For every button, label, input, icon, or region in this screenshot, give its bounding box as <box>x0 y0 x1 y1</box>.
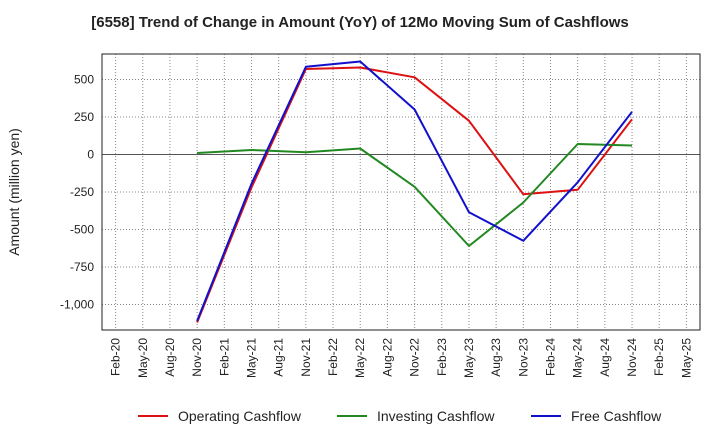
legend-swatch-free <box>531 415 561 417</box>
x-tick-label: May-20 <box>136 338 150 378</box>
x-tick-label: May-21 <box>245 338 259 378</box>
legend-swatch-operating <box>138 415 168 417</box>
legend-swatch-investing <box>337 415 367 417</box>
x-tick-label: May-25 <box>679 338 693 378</box>
legend-item-investing: Investing Cashflow <box>337 404 495 428</box>
x-tick-label: Nov-22 <box>408 338 422 377</box>
legend-label-investing: Investing Cashflow <box>377 408 495 424</box>
series-line-investing-cashflow <box>197 143 633 247</box>
x-tick-label: Nov-21 <box>299 338 313 377</box>
x-tick-label: Feb-25 <box>652 338 666 376</box>
y-tick-label: -500 <box>70 223 94 237</box>
x-tick-label: Feb-21 <box>217 338 231 376</box>
x-tick-label: Aug-21 <box>272 338 286 377</box>
legend-label-free: Free Cashflow <box>571 408 662 424</box>
plot-frame <box>101 53 701 331</box>
x-tick-label: Aug-20 <box>163 338 177 377</box>
y-tick-label: 250 <box>74 110 94 124</box>
y-tick-labels: 500 250 0 -250 -500 -750 -1,000 <box>60 73 94 312</box>
y-tick-label: 500 <box>74 73 94 87</box>
x-tick-label: Aug-23 <box>489 338 503 377</box>
x-tick-label: Nov-23 <box>516 338 530 377</box>
series-lines <box>196 60 633 323</box>
legend-label-operating: Operating Cashflow <box>178 408 301 424</box>
x-tick-labels: Feb-20 May-20 Aug-20 Nov-20 Feb-21 May-21 Aug-… <box>109 338 694 378</box>
x-tick-label: May-22 <box>353 338 367 378</box>
y-tick-label: -1,000 <box>60 298 94 312</box>
series-line-operating-cashflow <box>196 66 633 323</box>
x-tick-label: Aug-24 <box>598 338 612 377</box>
x-tick-label: Nov-24 <box>625 338 639 377</box>
chart-title: [6558] Trend of Change in Amount (YoY) o… <box>91 14 629 31</box>
plot-area <box>102 54 700 330</box>
legend: Operating Cashflow Investing Cashflow Fr… <box>0 404 720 428</box>
legend-item-operating: Operating Cashflow <box>138 404 301 428</box>
x-tick-label: Aug-22 <box>380 338 394 377</box>
y-tick-label: -250 <box>70 185 94 199</box>
series-line-free-cashflow <box>196 60 633 322</box>
legend-item-free: Free Cashflow <box>531 404 661 428</box>
x-tick-label: Nov-20 <box>190 338 204 377</box>
gridlines <box>102 54 700 330</box>
y-axis-label: Amount (million yen) <box>6 128 22 256</box>
y-tick-label: 0 <box>87 148 94 162</box>
x-tick-label: Feb-20 <box>109 338 123 376</box>
x-tick-label: Feb-22 <box>326 338 340 376</box>
x-tick-label: May-24 <box>571 338 585 378</box>
x-tick-label: May-23 <box>462 338 476 378</box>
x-tick-label: Feb-24 <box>544 338 558 376</box>
x-tick-label: Feb-23 <box>435 338 449 376</box>
y-tick-label: -750 <box>70 260 94 274</box>
